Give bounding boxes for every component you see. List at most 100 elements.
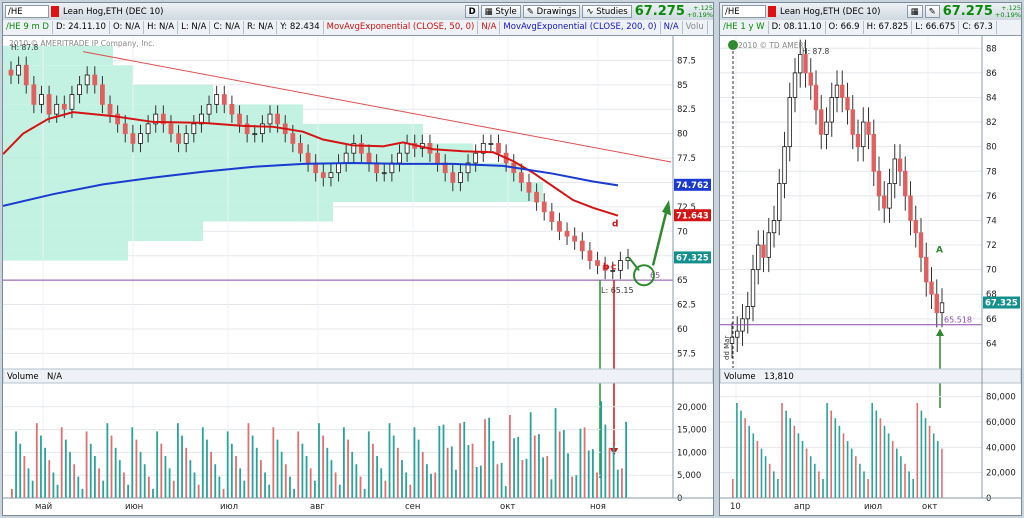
weekly-time-tick-label: 10: [730, 502, 741, 512]
price-tag: [674, 251, 711, 264]
price-change: +.125 +0.19%: [687, 3, 713, 19]
price-tick-label: 87.5: [677, 56, 696, 66]
volume-tick-label: 5,000: [677, 471, 701, 481]
weekly-volume-bar: [834, 418, 837, 498]
arrow-down-short: [628, 257, 640, 271]
volume-bar: [442, 424, 445, 498]
weekly-volume-value: 13,810: [764, 372, 794, 382]
volume-bar: [168, 468, 171, 498]
price-candle: [473, 152, 479, 164]
weekly-symbol-input[interactable]: /HE: [722, 5, 766, 18]
volume-profile-bar: [3, 84, 213, 105]
weekly-candle: [729, 336, 735, 344]
symbol-input[interactable]: /HE: [5, 5, 49, 18]
volume-bar: [239, 468, 242, 498]
weekly-open-readout: O: 66.9: [826, 21, 864, 34]
ema50-study-label[interactable]: MovAvgExponential (CLOSE, 50, 0): [324, 21, 479, 34]
studies-button[interactable]: ∿ Studies: [582, 5, 632, 18]
weekly-candle: [766, 232, 771, 258]
weekly-low-readout: L: 66.675: [912, 21, 960, 34]
weekly-candle: [913, 220, 918, 234]
price-candle: [229, 103, 235, 115]
price-candle: [100, 84, 105, 105]
info-icon: [728, 40, 738, 50]
volume-bar: [210, 451, 212, 498]
volume-bar: [52, 472, 55, 498]
price-tick-label: 62.5: [677, 301, 696, 311]
price-tick-label: 80: [677, 130, 688, 140]
time-tick-label: ноя: [590, 502, 606, 512]
volume-bar: [251, 435, 254, 498]
volume-bar: [612, 446, 615, 498]
volume-bar: [625, 421, 627, 498]
weekly-volume-header: [720, 368, 1021, 384]
volume-bar: [542, 457, 544, 498]
volume-bar: [197, 484, 200, 498]
weekly-candle: [882, 195, 887, 209]
link-color-badge[interactable]: [51, 6, 59, 17]
weekly-volume-bar: [863, 471, 865, 498]
volume-bar: [504, 486, 507, 498]
volume-bar: [467, 445, 470, 498]
period-button[interactable]: D: [464, 5, 479, 18]
weekly-last-price: 67.275: [942, 4, 993, 19]
price-candle: [130, 133, 136, 144]
weekly-price-tick-label: 78: [986, 167, 997, 177]
weekly-candle: [934, 293, 939, 314]
price-candle: [77, 84, 82, 95]
volume-bar: [517, 436, 520, 498]
volume-bar: [409, 484, 412, 498]
weekly-volume-bar: [789, 418, 791, 498]
price-candle: [115, 113, 121, 125]
volume-bar: [596, 472, 598, 498]
volume-bar: [15, 431, 17, 498]
volume-bar: [525, 458, 528, 498]
weekly-link-color-badge[interactable]: [768, 6, 776, 17]
weekly-price-tag: [983, 296, 1020, 309]
volume-bar: [533, 435, 536, 498]
change-value: +.125: [693, 3, 713, 12]
style-button[interactable]: ▦ Style: [480, 5, 521, 18]
ema200-study-label[interactable]: MovAvgExponential (CLOSE, 200, 0): [500, 21, 661, 34]
drawings-button[interactable]: ✎ Drawings: [522, 5, 581, 18]
time-tick-label: июл: [220, 502, 238, 512]
price-candle: [153, 113, 159, 125]
price-candle: [122, 123, 128, 135]
price-candle: [595, 260, 600, 266]
price-candle: [176, 133, 181, 144]
weekly-chart-svg[interactable]: 64 66 68 70 72 74 76 78 80 82 84 86 88 dd Mar 65.518 67…: [720, 36, 1021, 514]
price-tick-label: 57.5: [677, 349, 696, 359]
open-readout: O: N/A: [110, 21, 145, 34]
weekly-style-button[interactable]: ▦: [906, 5, 923, 18]
weekly-volume-bar: [908, 471, 910, 498]
price-candle: [267, 113, 273, 125]
weekly-candle: [829, 97, 834, 123]
weekly-volume-bar: [875, 410, 878, 498]
volume-bar: [160, 443, 163, 498]
price-candle: [31, 84, 37, 105]
volume-header-bar: [3, 368, 713, 384]
wave-label-d: d: [612, 219, 618, 229]
ema50-line: [3, 111, 619, 217]
weekly-volume-bar: [846, 441, 849, 498]
volume-bar: [430, 473, 432, 498]
price-candle: [107, 103, 113, 115]
weekly-price-tick-label: 82: [986, 118, 997, 128]
daily-chart-svg[interactable]: 57.56062.56567.57072.57577.58082.58587.5…: [3, 36, 713, 514]
price-candle: [343, 152, 349, 164]
volume-toggle[interactable]: Volu: [683, 21, 708, 34]
ema50-value: N/A: [478, 21, 501, 34]
period-label[interactable]: /HE 9 m D: [3, 21, 53, 34]
weekly-arrowhead: [936, 328, 944, 337]
ema200-line: [3, 161, 619, 207]
weekly-drawings-button[interactable]: ✎: [924, 5, 940, 18]
volume-bar: [604, 424, 607, 498]
weekly-volume-bar: [891, 441, 894, 498]
weekly-volume-bar: [736, 403, 738, 498]
volume-bar: [35, 423, 38, 498]
volume-bar: [384, 480, 387, 498]
volume-bar: [193, 472, 196, 498]
weekly-period-label[interactable]: /HE 1 y W: [720, 21, 769, 34]
volume-bar: [343, 427, 345, 498]
price-candle: [602, 265, 608, 271]
